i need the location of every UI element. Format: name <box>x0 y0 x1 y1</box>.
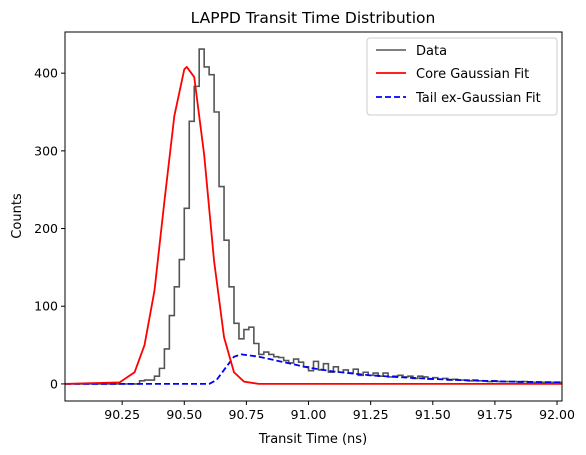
y-tick-label: 400 <box>34 66 58 81</box>
x-tick-label: 90.50 <box>166 407 202 422</box>
y-tick-label: 0 <box>50 376 58 391</box>
y-axis: 0 100 200 300 400 <box>34 66 65 391</box>
x-axis-label: Transit Time (ns) <box>258 432 367 447</box>
x-tick-label: 90.25 <box>104 407 140 422</box>
y-tick-label: 300 <box>34 143 58 158</box>
legend-label-tail: Tail ex-Gaussian Fit <box>415 91 541 106</box>
x-tick-label: 91.75 <box>477 407 513 422</box>
chart-title: LAPPD Transit Time Distribution <box>191 9 436 27</box>
x-tick-label: 91.00 <box>291 407 327 422</box>
legend-box <box>366 37 558 116</box>
x-tick-label: 90.75 <box>229 407 265 422</box>
x-tick-label: 91.50 <box>415 407 451 422</box>
plot-area <box>65 48 562 385</box>
legend-label-core: Core Gaussian Fit <box>416 67 529 82</box>
series-tail-ex-gaussian-fit <box>65 353 562 385</box>
series-data-histogram <box>65 48 562 385</box>
y-tick-label: 200 <box>34 221 58 236</box>
y-axis-label: Counts <box>10 193 25 239</box>
x-tick-label: 91.25 <box>353 407 389 422</box>
series-core-gaussian-fit <box>65 66 562 385</box>
x-axis: 90.25 90.50 90.75 91.00 91.25 91.50 91.75 92.00 <box>104 401 575 422</box>
y-tick-label: 100 <box>34 299 58 314</box>
legend-label-data: Data <box>416 44 447 59</box>
x-tick-label: 92.00 <box>539 407 575 422</box>
axes-frame <box>64 31 563 402</box>
legend: Data Core Gaussian Fit Tail ex-Gaussian … <box>366 37 558 116</box>
